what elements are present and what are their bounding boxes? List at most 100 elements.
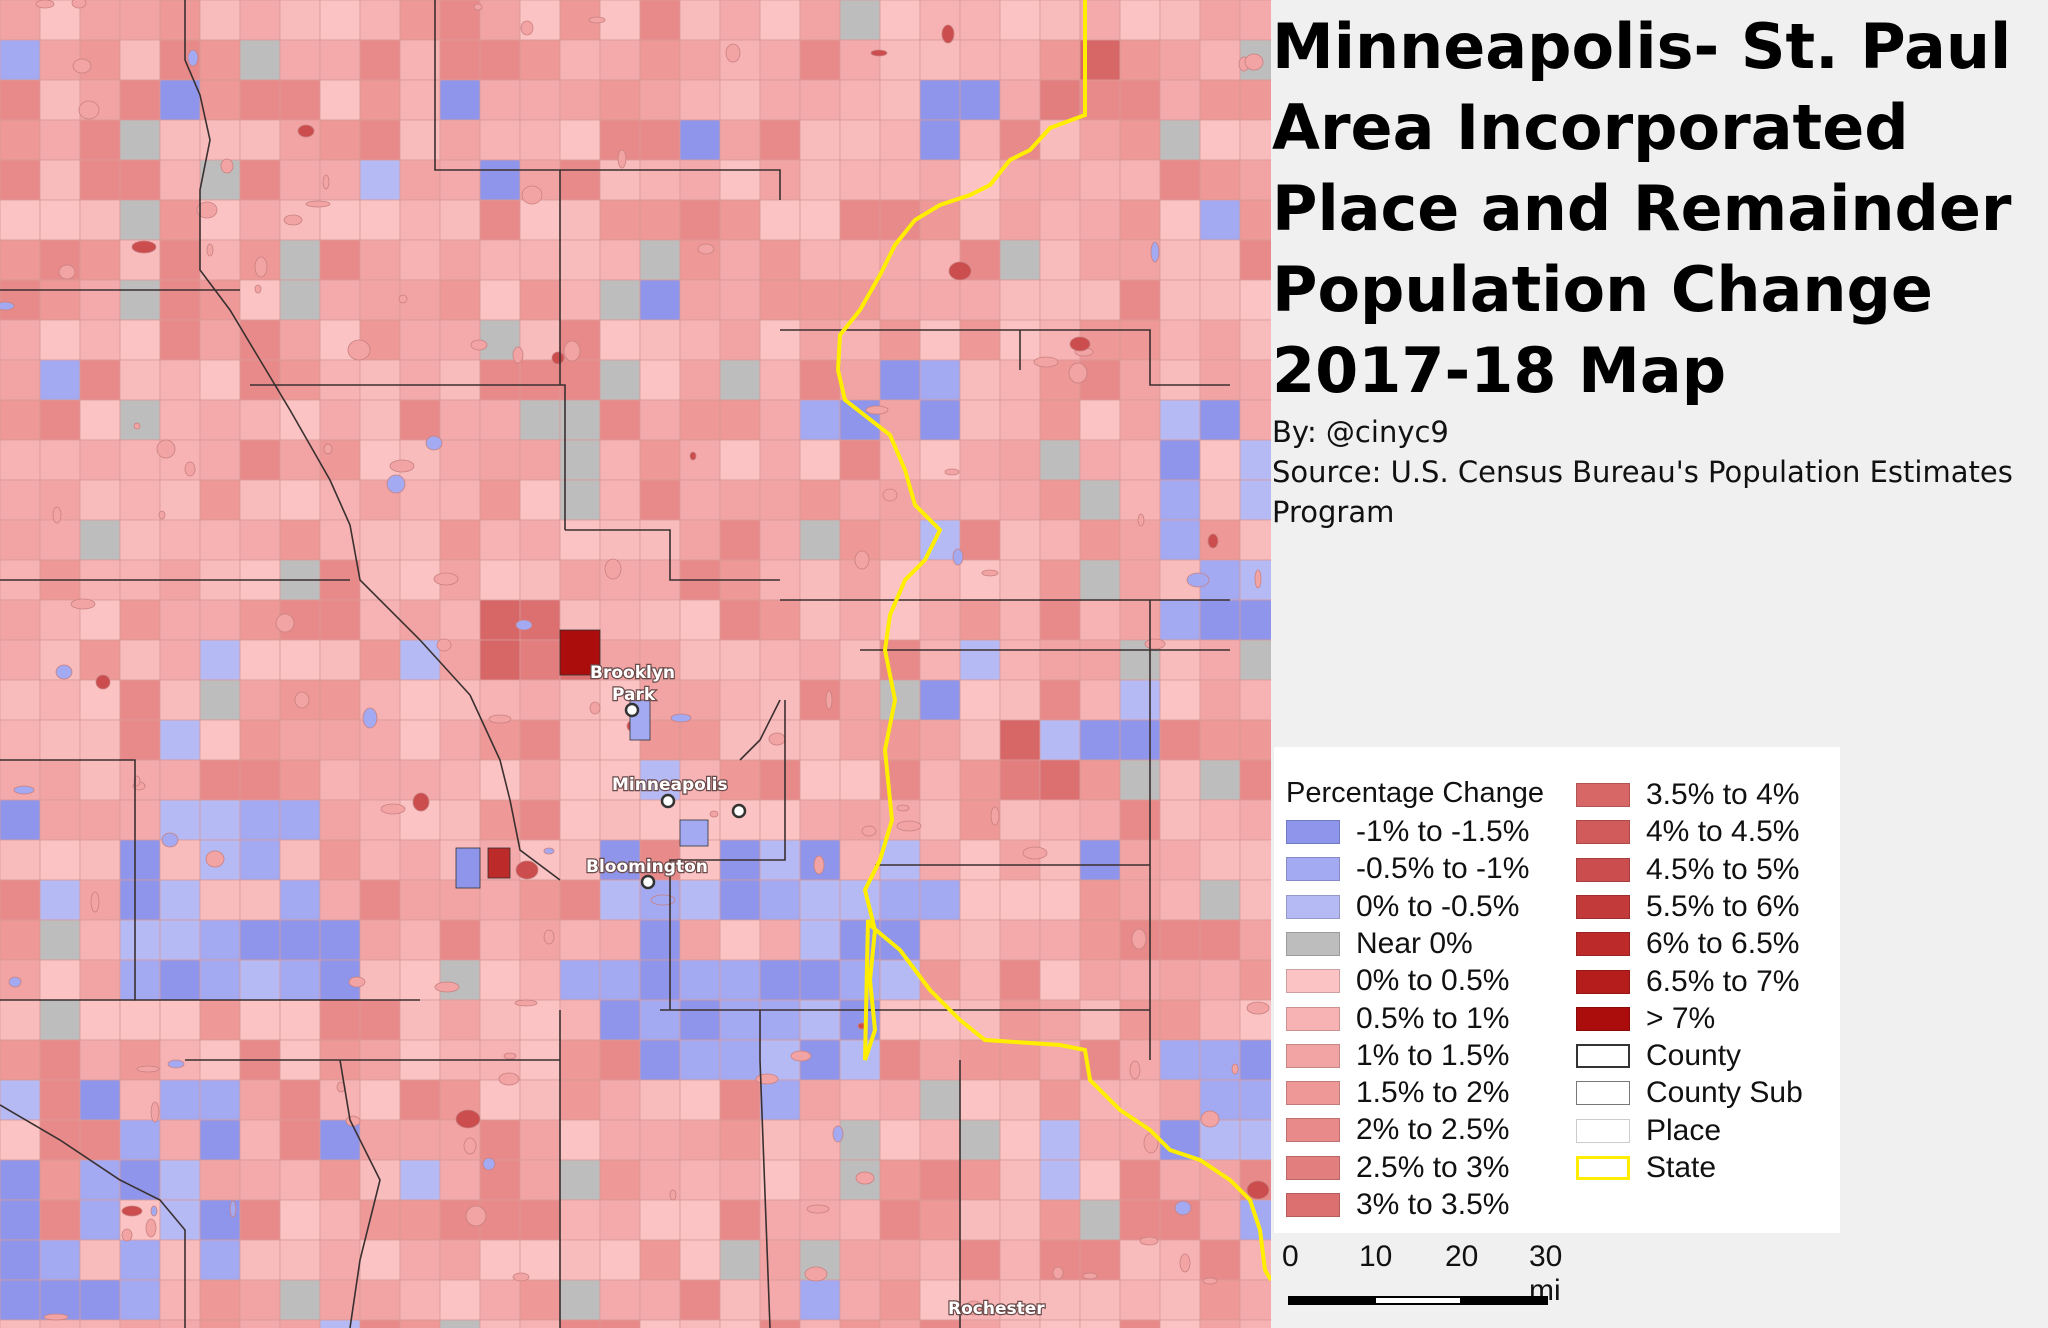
- place-blob: [473, 3, 483, 11]
- subdivision-cell: [759, 1279, 801, 1321]
- subdivision-cell: [279, 119, 321, 161]
- subdivision-cell: [359, 1279, 401, 1321]
- subdivision-cell: [1199, 1319, 1241, 1328]
- legend-swatch: [1286, 1118, 1340, 1143]
- title-line: Area Incorporated: [1272, 91, 1909, 164]
- subdivision-cell: [679, 79, 721, 121]
- place-blob: [521, 185, 543, 205]
- subdivision-cell: [519, 1079, 561, 1121]
- subdivision-cell: [999, 679, 1041, 721]
- subdivision-cell: [1119, 759, 1161, 801]
- legend-item: 1.5% to 2%: [1286, 1076, 1509, 1109]
- place-blob: [1068, 362, 1088, 384]
- subdivision-cell: [279, 479, 321, 521]
- subdivision-cell: [679, 879, 721, 921]
- subdivision-cell: [319, 479, 361, 521]
- place-blob: [964, 1300, 984, 1316]
- legend-item: 3.5% to 4%: [1576, 778, 1799, 811]
- subdivision-cell: [279, 1119, 321, 1161]
- subdivision-cell: [799, 1079, 841, 1121]
- subdivision-cell: [159, 599, 201, 641]
- highlight-area: [487, 847, 511, 879]
- legend-label: County: [1646, 1039, 1742, 1073]
- place-blob: [825, 690, 833, 710]
- subdivision-cell: [439, 1279, 481, 1321]
- subdivision-cell: [199, 0, 241, 41]
- subdivision-cell: [559, 879, 601, 921]
- subdivision-cell: [799, 479, 841, 521]
- st-paul-marker[interactable]: [731, 803, 747, 819]
- subdivision-cell: [479, 119, 521, 161]
- subdivision-cell: [719, 479, 761, 521]
- subdivision-cell: [1039, 39, 1081, 81]
- subdivision-cell: [999, 519, 1041, 561]
- subdivision-cell: [39, 919, 81, 961]
- place-blob: [650, 894, 676, 906]
- subdivision-cell: [919, 479, 961, 521]
- legend-item: County: [1576, 1039, 1741, 1072]
- bloomington-marker[interactable]: [640, 874, 656, 890]
- place-blob: [520, 20, 534, 36]
- subdivision-cell: [639, 79, 681, 121]
- brooklyn-park-marker[interactable]: [624, 702, 640, 718]
- subdivision-cell: [599, 599, 641, 641]
- county-line: [669, 700, 786, 1010]
- subdivision-cell: [1199, 719, 1241, 761]
- subdivision-cell: [719, 999, 761, 1041]
- subdivision-cell: [359, 359, 401, 401]
- legend-item: County Sub: [1576, 1076, 1803, 1109]
- place-blob: [1069, 336, 1091, 352]
- subdivision-cell: [479, 719, 521, 761]
- place-blob: [896, 820, 922, 832]
- subdivision-cell: [1119, 559, 1161, 601]
- subdivision-cell: [559, 39, 601, 81]
- subdivision-cell: [919, 959, 961, 1001]
- place-blob: [514, 999, 538, 1007]
- subdivision-cell: [599, 239, 641, 281]
- subdivision-cell: [1119, 959, 1161, 1001]
- subdivision-cell: [1039, 959, 1081, 1001]
- subdivision-cell: [119, 199, 161, 241]
- place-blob: [35, 0, 55, 9]
- subdivision-cell: [239, 159, 281, 201]
- subdivision-cell: [239, 799, 281, 841]
- subdivision-cell: [679, 399, 721, 441]
- place-blob: [158, 510, 166, 520]
- place-blob: [220, 158, 234, 174]
- subdivision-cell: [959, 1239, 1001, 1281]
- subdivision-cell: [839, 1199, 881, 1241]
- subdivision-cell: [0, 39, 41, 81]
- legend-item: -1% to -1.5%: [1286, 815, 1529, 848]
- subdivision-cell: [759, 359, 801, 401]
- subdivision-cell: [119, 1279, 161, 1321]
- subdivision-cell: [199, 959, 241, 1001]
- subdivision-cell: [959, 439, 1001, 481]
- subdivision-cell: [119, 919, 161, 961]
- place-blob: [0, 301, 15, 311]
- subdivision-cell: [519, 79, 561, 121]
- legend-swatch: [1576, 932, 1630, 957]
- subdivision-cell: [399, 159, 441, 201]
- county-line: [759, 1010, 771, 1328]
- place-blob: [72, 58, 92, 74]
- legend-swatch: [1286, 1081, 1340, 1106]
- legend-label: 3.5% to 4%: [1646, 778, 1800, 811]
- population-change-map[interactable]: Brooklyn Park Minneapolis Bloomington Ro…: [0, 0, 1271, 1328]
- subdivision-cell: [159, 1079, 201, 1121]
- place-blob: [515, 619, 533, 631]
- subdivision-cell: [1039, 919, 1081, 961]
- minneapolis-marker[interactable]: [660, 793, 676, 809]
- subdivision-cell: [39, 79, 81, 121]
- subdivision-cell: [799, 359, 841, 401]
- subdivision-cell: [119, 679, 161, 721]
- subdivision-cell: [999, 1039, 1041, 1081]
- subdivision-cell: [759, 399, 801, 441]
- subdivision-cell: [599, 1039, 641, 1081]
- subdivision-cell: [399, 199, 441, 241]
- subdivision-cell: [0, 999, 41, 1041]
- county-line: [560, 169, 781, 200]
- subdivision-cell: [479, 159, 521, 201]
- subdivision-cell: [999, 599, 1041, 641]
- subdivision-cell: [639, 119, 681, 161]
- place-blob: [205, 850, 225, 868]
